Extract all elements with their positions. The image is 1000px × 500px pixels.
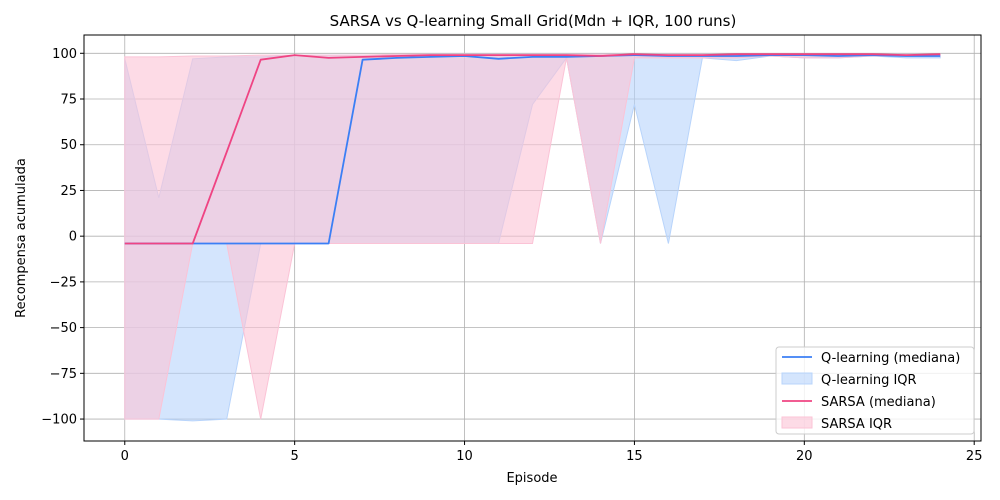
chart-title: SARSA vs Q-learning Small Grid(Mdn + IQR… — [330, 12, 737, 30]
y-tick-label: −50 — [50, 321, 77, 336]
x-tick-label: 10 — [456, 449, 473, 464]
y-tick-label: 50 — [60, 138, 77, 153]
median-lines — [124, 53, 941, 245]
y-axis-label: Recompensa acumulada — [14, 158, 29, 318]
y-tick-label: −25 — [50, 275, 77, 290]
x-tick-label: 20 — [796, 449, 813, 464]
y-tick-label: 100 — [52, 47, 77, 62]
y-tick-label: 75 — [60, 93, 77, 108]
legend-label-sarsa-iqr: SARSA IQR — [821, 417, 892, 432]
legend-swatch-q-band — [781, 372, 813, 385]
x-axis-ticks: 0 5 10 15 20 25 — [121, 441, 983, 464]
legend: Q-learning (mediana) Q-learning IQR SARS… — [775, 346, 975, 435]
plot-frame — [83, 34, 982, 442]
y-tick-label: 0 — [69, 230, 77, 245]
y-axis-ticks: −100 −75 −50 −25 0 25 50 75 100 — [41, 47, 84, 428]
y-tick-label: 25 — [60, 184, 77, 199]
legend-label-q-median: Q-learning (mediana) — [821, 351, 960, 366]
x-tick-label: 15 — [626, 449, 643, 464]
y-tick-label: −75 — [50, 367, 77, 382]
x-axis-label: Episode — [506, 471, 557, 486]
legend-swatch-sarsa-band — [781, 416, 813, 429]
y-tick-label: −100 — [41, 413, 77, 428]
legend-label-sarsa-median: SARSA (mediana) — [821, 395, 936, 410]
legend-label-q-iqr: Q-learning IQR — [821, 373, 917, 388]
x-tick-label: 5 — [291, 449, 299, 464]
x-tick-label: 25 — [966, 449, 983, 464]
x-tick-label: 0 — [121, 449, 129, 464]
sarsa-median-line — [124, 53, 941, 245]
legend-box — [775, 346, 975, 435]
